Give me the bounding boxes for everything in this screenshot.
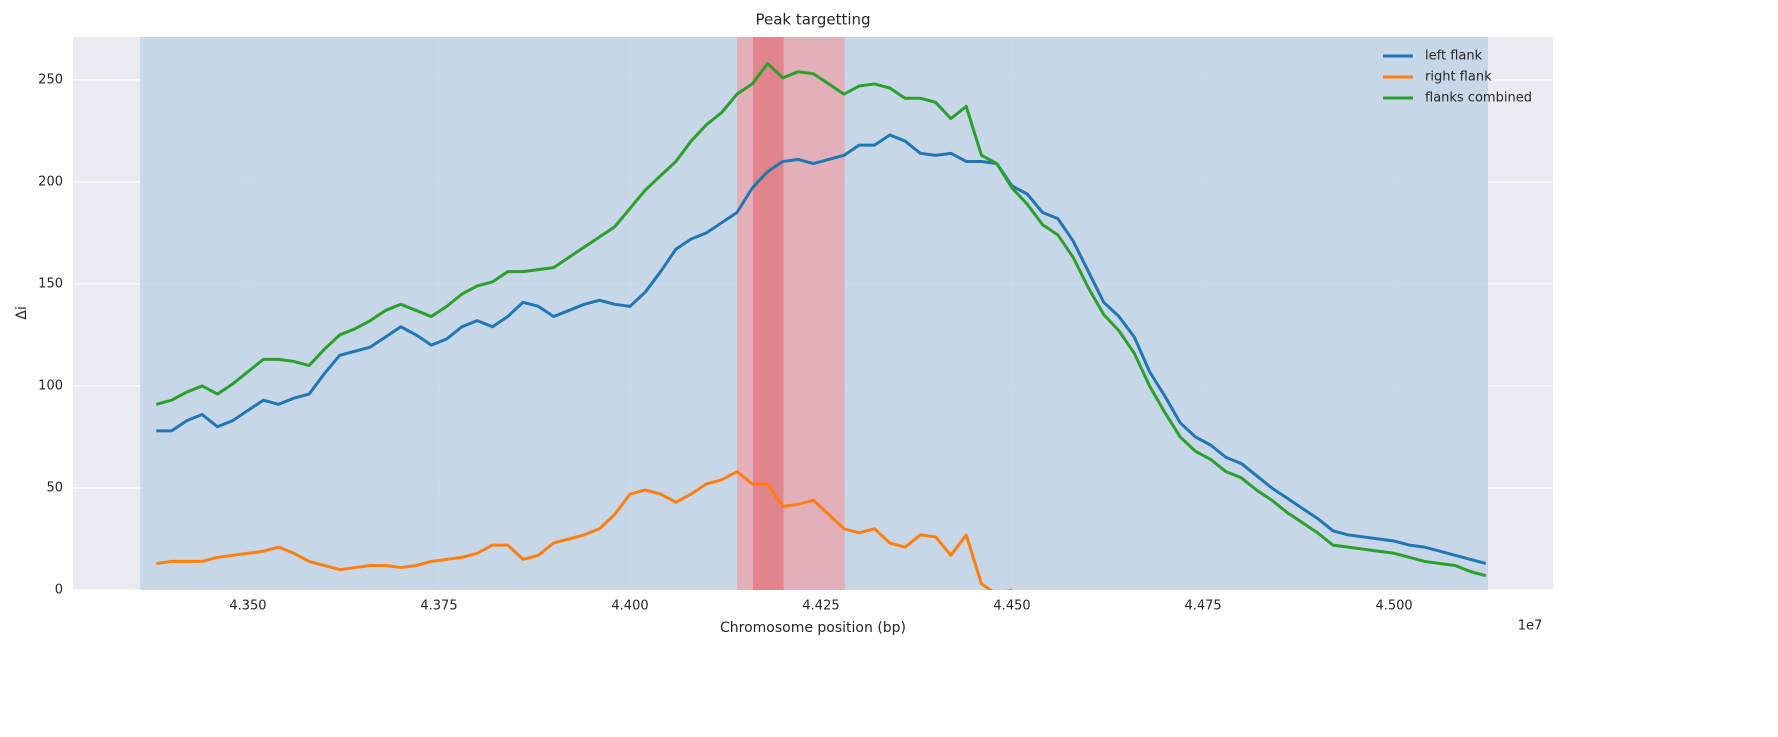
chart-title: Peak targetting	[755, 11, 870, 29]
x-tick-label: 4.425	[802, 599, 839, 614]
x-tick-label: 4.375	[420, 599, 457, 614]
y-axis-label: Δi	[14, 306, 30, 319]
y-tick-label: 250	[38, 72, 63, 87]
x-tick-label: 4.475	[1184, 599, 1221, 614]
lines	[155, 62, 1487, 590]
y-tick-label: 50	[46, 480, 63, 495]
series-line	[155, 62, 1487, 578]
legend-label: right flank	[1425, 70, 1492, 85]
x-tick-label: 4.350	[229, 599, 266, 614]
y-tick-label: 200	[38, 174, 63, 189]
x-tick-label: 4.400	[611, 599, 648, 614]
series-line	[156, 470, 1013, 590]
x-axis-label: Chromosome position (bp)	[720, 620, 906, 636]
legend: left flank right flank flanks combined	[1383, 49, 1532, 106]
y-tick-label: 100	[38, 378, 63, 393]
span	[753, 37, 784, 590]
x-tick-label: 4.500	[1375, 599, 1412, 614]
series-line	[156, 133, 1487, 565]
y-tick-label: 0	[55, 583, 63, 598]
spans	[140, 37, 1489, 590]
legend-label: flanks combined	[1425, 91, 1532, 106]
legend-label: left flank	[1425, 49, 1483, 64]
x-tick-label: 4.450	[993, 599, 1030, 614]
x-offset-label: 1e7	[1518, 619, 1543, 634]
y-tick-label: 150	[38, 276, 63, 291]
